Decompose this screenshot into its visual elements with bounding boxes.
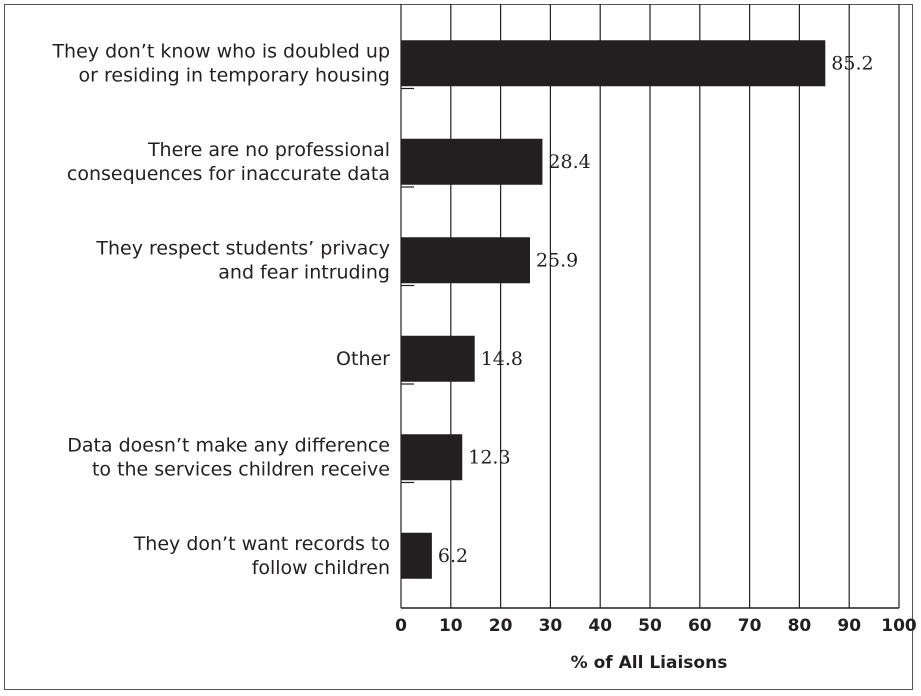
x-tick-label: 80	[788, 616, 812, 636]
x-tick-label: 30	[539, 616, 563, 636]
x-tick-label: 20	[489, 616, 513, 636]
bar	[401, 40, 826, 87]
x-tick-label: 40	[588, 616, 612, 636]
category-label: They don’t know who is doubled up	[51, 40, 390, 62]
x-tick-label: 0	[395, 616, 407, 636]
x-tick-label: 50	[638, 616, 662, 636]
category-label: and fear intruding	[218, 261, 390, 283]
bars	[401, 40, 826, 579]
category-label: Other	[336, 348, 390, 370]
category-label: follow children	[252, 557, 390, 579]
x-axis-ticks: 0 10 20 30 40 50 60 70 80 90 100	[395, 616, 917, 636]
value-label: 25.9	[536, 249, 578, 271]
category-label: to the services children receive	[92, 458, 390, 480]
bar	[401, 434, 463, 481]
category-label: consequences for inaccurate data	[67, 163, 390, 185]
x-tick-label: 10	[439, 616, 463, 636]
value-label: 6.2	[438, 545, 468, 567]
bar	[401, 335, 475, 382]
gridlines	[400, 4, 900, 609]
value-label: 85.2	[831, 52, 873, 74]
value-label: 12.3	[468, 446, 510, 468]
x-tick-label: 70	[738, 616, 762, 636]
category-label: They don’t want records to	[133, 533, 390, 555]
x-tick-label: 60	[688, 616, 712, 636]
x-tick-label: 90	[837, 616, 861, 636]
x-axis-title: % of All Liaisons	[571, 653, 728, 673]
category-label: or residing in temporary housing	[79, 64, 390, 86]
bar	[401, 532, 432, 579]
value-labels: 85.2 28.4 25.9 14.8 12.3 6.2	[438, 52, 874, 567]
category-label: There are no professional	[147, 139, 390, 161]
category-label: They respect students’ privacy	[95, 237, 390, 259]
x-tick-label: 100	[881, 616, 917, 636]
value-label: 28.4	[548, 151, 590, 173]
bar	[401, 237, 530, 284]
value-label: 14.8	[481, 348, 523, 370]
bar	[401, 138, 543, 185]
category-label: Data doesn’t make any difference	[67, 434, 390, 456]
